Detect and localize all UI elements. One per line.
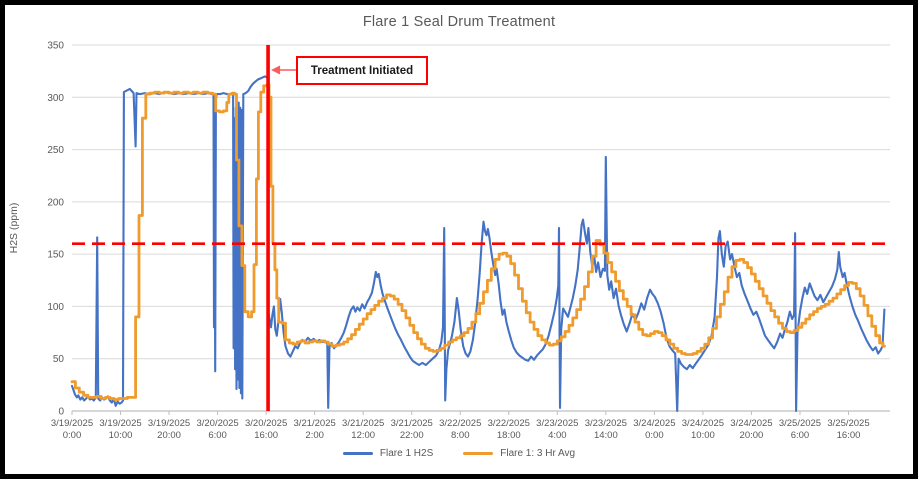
annotation-arrow [271, 65, 296, 75]
svg-text:3/21/2025: 3/21/2025 [294, 418, 336, 429]
svg-text:3/24/2025: 3/24/2025 [633, 418, 675, 429]
svg-text:3/21/2025: 3/21/2025 [342, 418, 384, 429]
svg-text:300: 300 [47, 93, 64, 104]
svg-text:3/22/2025: 3/22/2025 [488, 418, 530, 429]
svg-text:3/19/2025: 3/19/2025 [99, 418, 141, 429]
series-flare-1-h2s [70, 75, 886, 413]
series-flare-1-3-hr-avg [70, 83, 886, 401]
y-axis-labels: 0 50 100 150 200 250 300 350 [47, 41, 64, 418]
svg-text:150: 150 [47, 250, 64, 261]
svg-text:3/23/2025: 3/23/2025 [536, 418, 578, 429]
plot-area: 0501001502002503003503/19/20250:003/19/2… [47, 41, 890, 441]
svg-text:350: 350 [47, 41, 64, 52]
svg-text:3/22/2025: 3/22/2025 [439, 418, 481, 429]
svg-text:50: 50 [53, 354, 65, 365]
svg-text:6:00: 6:00 [208, 430, 227, 441]
legend-item-3hr-avg: Flare 1: 3 Hr Avg [463, 448, 575, 459]
svg-text:200: 200 [47, 197, 64, 208]
x-axis-labels: 3/19/20250:003/19/202510:003/19/202520:0… [51, 410, 890, 441]
svg-text:0: 0 [58, 407, 64, 418]
legend-label-3hr-avg: Flare 1: 3 Hr Avg [500, 448, 576, 459]
svg-text:100: 100 [47, 302, 64, 313]
svg-text:18:00: 18:00 [497, 430, 521, 441]
svg-text:3/19/2025: 3/19/2025 [148, 418, 190, 429]
svg-text:14:00: 14:00 [594, 430, 618, 441]
svg-text:0:00: 0:00 [63, 430, 82, 441]
svg-text:20:00: 20:00 [157, 430, 181, 441]
svg-text:3/25/2025: 3/25/2025 [779, 418, 821, 429]
svg-text:6:00: 6:00 [791, 430, 810, 441]
avg-line-swatch [463, 451, 494, 456]
treatment-annotation-label: Treatment Initiated [310, 64, 414, 77]
svg-text:3/25/2025: 3/25/2025 [827, 418, 869, 429]
svg-text:10:00: 10:00 [691, 430, 715, 441]
svg-text:12:00: 12:00 [351, 430, 375, 441]
svg-text:3/19/2025: 3/19/2025 [51, 418, 93, 429]
legend-item-h2s: Flare 1 H2S [342, 448, 434, 459]
svg-text:3/23/2025: 3/23/2025 [585, 418, 627, 429]
svg-text:2:00: 2:00 [305, 430, 324, 441]
svg-text:3/20/2025: 3/20/2025 [196, 418, 238, 429]
svg-text:8:00: 8:00 [451, 430, 470, 441]
svg-text:20:00: 20:00 [740, 430, 764, 441]
h2s-line-swatch [342, 451, 373, 456]
chart-title: Flare 1 Seal Drum Treatment [362, 14, 556, 30]
legend: Flare 1 H2S Flare 1: 3 Hr Avg [5, 448, 913, 459]
svg-text:16:00: 16:00 [837, 430, 861, 441]
svg-text:4:00: 4:00 [548, 430, 567, 441]
svg-text:3/24/2025: 3/24/2025 [682, 418, 724, 429]
treatment-annotation: Treatment Initiated [296, 56, 428, 85]
svg-text:3/21/2025: 3/21/2025 [391, 418, 433, 429]
svg-text:10:00: 10:00 [109, 430, 133, 441]
svg-text:3/20/2025: 3/20/2025 [245, 418, 287, 429]
svg-text:16:00: 16:00 [254, 430, 278, 441]
legend-label-h2s: Flare 1 H2S [379, 448, 434, 459]
svg-text:3/24/2025: 3/24/2025 [730, 418, 772, 429]
svg-text:250: 250 [47, 145, 64, 156]
svg-text:22:00: 22:00 [400, 430, 424, 441]
svg-text:0:00: 0:00 [645, 430, 664, 441]
